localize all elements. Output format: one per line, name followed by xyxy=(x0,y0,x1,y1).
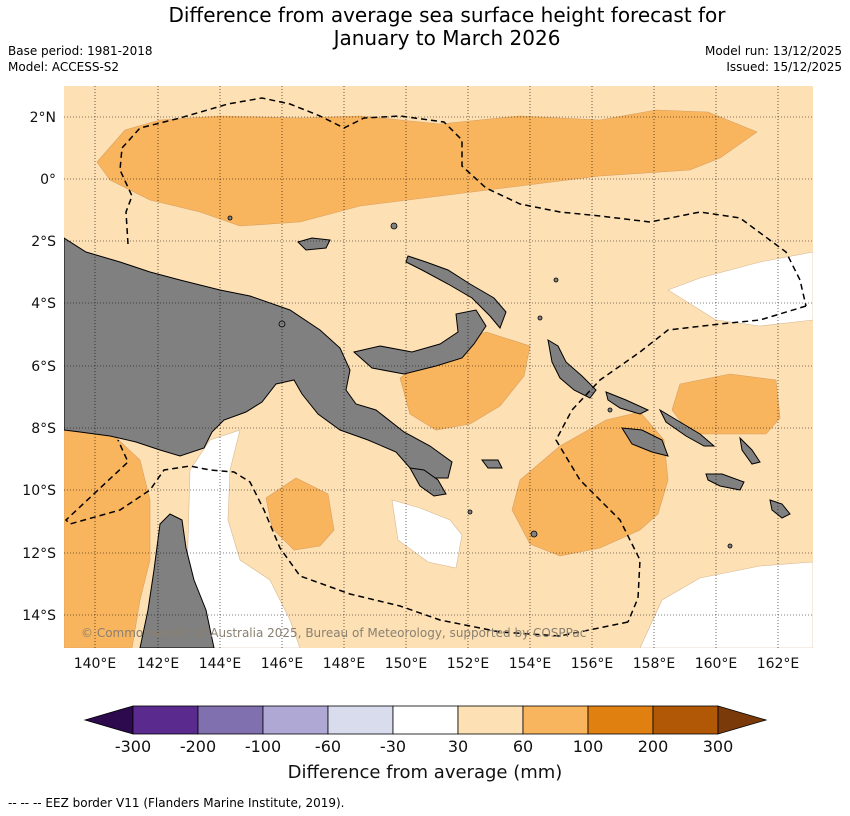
neutral-region-southeast xyxy=(639,561,813,648)
lon-label: 154°E xyxy=(509,656,552,672)
colorbar-tick-labels: -300 -200 -100 -60 -30 30 60 100 200 300 xyxy=(115,737,733,756)
title-line-2: January to March 2026 xyxy=(333,26,561,50)
islet xyxy=(607,407,613,413)
colorbar-segment xyxy=(262,705,329,735)
neutral-region-east xyxy=(667,251,813,327)
colorbar-tick: 200 xyxy=(638,737,669,756)
lon-label: 146°E xyxy=(261,656,304,672)
base-period: Base period: 1981-2018 xyxy=(8,44,153,58)
colorbar-segment xyxy=(587,705,654,735)
lon-label: 160°E xyxy=(695,656,738,672)
colorbar-segment xyxy=(457,705,524,735)
islet xyxy=(537,315,543,321)
islet xyxy=(227,215,233,221)
copyright-notice: © Commonwealth of Australia 2025, Bureau… xyxy=(81,626,586,640)
lon-label: 140°E xyxy=(74,656,117,672)
lon-label: 158°E xyxy=(633,656,676,672)
lon-label: 162°E xyxy=(757,656,800,672)
colorbar-tick: -300 xyxy=(115,737,151,756)
eez-png-australia xyxy=(64,439,629,637)
graticule xyxy=(64,86,813,648)
lon-labels: 140°E 142°E 144°E 146°E 148°E 150°E 152°… xyxy=(74,656,800,672)
anomaly-60-100-west xyxy=(64,429,151,648)
lat-label: 14°S xyxy=(22,608,56,624)
lat-label: 2°S xyxy=(31,234,56,250)
colorbar-tick: -30 xyxy=(380,737,406,756)
anomaly-60-100-east xyxy=(671,373,781,435)
lat-label: 6°S xyxy=(31,359,56,375)
anomaly-60-100-coral xyxy=(265,477,335,551)
map-title: Difference from average sea surface heig… xyxy=(0,4,850,50)
map-area: © Commonwealth of Australia 2025, Bureau… xyxy=(64,86,813,648)
colorbar-tick: -200 xyxy=(180,737,216,756)
lat-label: 8°S xyxy=(31,421,56,437)
islet xyxy=(553,277,559,283)
eez-png-north xyxy=(119,97,807,307)
islet xyxy=(467,509,473,515)
model-name: Model: ACCESS-S2 xyxy=(8,60,120,74)
lat-labels: 2°N 0° 2°S 4°S 6°S 8°S 10°S 12°S 14°S xyxy=(22,110,56,624)
colorbar-tick: 60 xyxy=(513,737,533,756)
land-guadalcanal xyxy=(621,427,669,457)
colorbar-tick: -100 xyxy=(245,737,281,756)
colorbar-tick: 30 xyxy=(448,737,468,756)
lat-label: 0° xyxy=(40,172,56,188)
land-new-britain xyxy=(352,309,487,375)
colorbar xyxy=(83,705,768,735)
lat-label: 2°N xyxy=(30,110,56,126)
islet xyxy=(530,530,538,538)
model-run: Model run: 13/12/2025 xyxy=(704,44,842,58)
lon-label: 150°E xyxy=(385,656,428,672)
land-new-ireland xyxy=(405,255,507,329)
land-bougainville xyxy=(547,339,597,399)
eez-legend-note: -- -- -- EEZ border V11 (Flanders Marine… xyxy=(8,796,345,810)
colorbar-segment xyxy=(652,705,719,735)
neutral-region-central xyxy=(391,499,463,569)
lon-label: 148°E xyxy=(323,656,366,672)
meta-left: Base period: 1981-2018 Model: ACCESS-S2 xyxy=(8,43,153,75)
colorbar-extension-high xyxy=(717,705,768,735)
neutral-region-southwest xyxy=(184,429,301,648)
land-temotu xyxy=(769,499,791,519)
colorbar-tick: 300 xyxy=(703,737,734,756)
colorbar-label: Difference from average (mm) xyxy=(288,762,563,783)
colorbar-extension-low xyxy=(83,705,134,735)
eez-borders xyxy=(64,97,807,637)
islet xyxy=(390,222,398,230)
anomaly-60-100-solomon xyxy=(511,411,669,557)
lon-label: 142°E xyxy=(137,656,180,672)
colorbar-segment xyxy=(197,705,264,735)
land-rossel xyxy=(481,459,503,469)
land-cape-york xyxy=(139,513,215,648)
issued-date: Issued: 15/12/2025 xyxy=(726,60,842,74)
anomaly-60-100-north xyxy=(96,109,758,227)
islet xyxy=(727,543,733,549)
land-malaita xyxy=(739,436,761,465)
colorbar-segment xyxy=(392,705,459,735)
meta-right: Model run: 13/12/2025 Issued: 15/12/2025 xyxy=(705,43,842,75)
lon-label: 156°E xyxy=(571,656,614,672)
colorbar-tick: 100 xyxy=(573,737,604,756)
colorbar-segment xyxy=(522,705,589,735)
land-santa-isabel xyxy=(658,408,716,447)
title-line-1: Difference from average sea surface heig… xyxy=(168,3,726,27)
lon-label: 144°E xyxy=(199,656,242,672)
land-choiseul xyxy=(605,391,650,415)
lat-label: 4°S xyxy=(31,296,56,312)
lon-label: 152°E xyxy=(447,656,490,672)
colorbar-segment xyxy=(132,705,199,735)
colorbar-tick: -60 xyxy=(315,737,341,756)
land-fergusson xyxy=(409,467,447,497)
colorbar-segment xyxy=(327,705,394,735)
lat-label: 10°S xyxy=(22,483,56,499)
lat-label: 12°S xyxy=(22,546,56,562)
